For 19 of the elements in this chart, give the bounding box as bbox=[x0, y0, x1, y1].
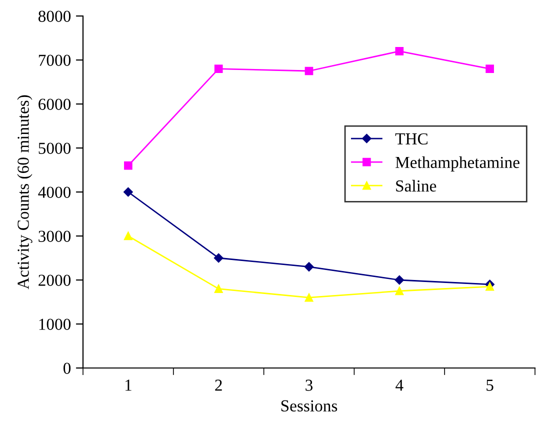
legend-label: THC bbox=[395, 133, 428, 145]
x-tick-label: 3 bbox=[306, 380, 313, 391]
x-tick-label: 2 bbox=[215, 380, 222, 391]
x-tick-label: 5 bbox=[486, 380, 494, 391]
y-tick-label: 3000 bbox=[38, 230, 71, 242]
y-tick-label: 2000 bbox=[38, 274, 71, 286]
y-tick-label: 7000 bbox=[38, 54, 71, 66]
y-tick-label: 0 bbox=[63, 362, 71, 374]
y-tick-label: 8000 bbox=[38, 10, 71, 22]
x-axis-title: Sessions bbox=[281, 400, 338, 412]
x-tick-label: 1 bbox=[126, 380, 132, 391]
y-tick-label: 4000 bbox=[38, 186, 71, 198]
x-tick-label: 4 bbox=[396, 380, 404, 391]
y-axis-title: Activity Counts (60 minutes) bbox=[17, 95, 32, 290]
legend-label: Saline bbox=[396, 180, 436, 192]
y-tick-label: 5000 bbox=[38, 142, 71, 154]
y-tick-label: 6000 bbox=[38, 98, 71, 110]
legend-label: Methamphetamine bbox=[396, 156, 520, 172]
y-tick-label: 1000 bbox=[39, 318, 71, 330]
